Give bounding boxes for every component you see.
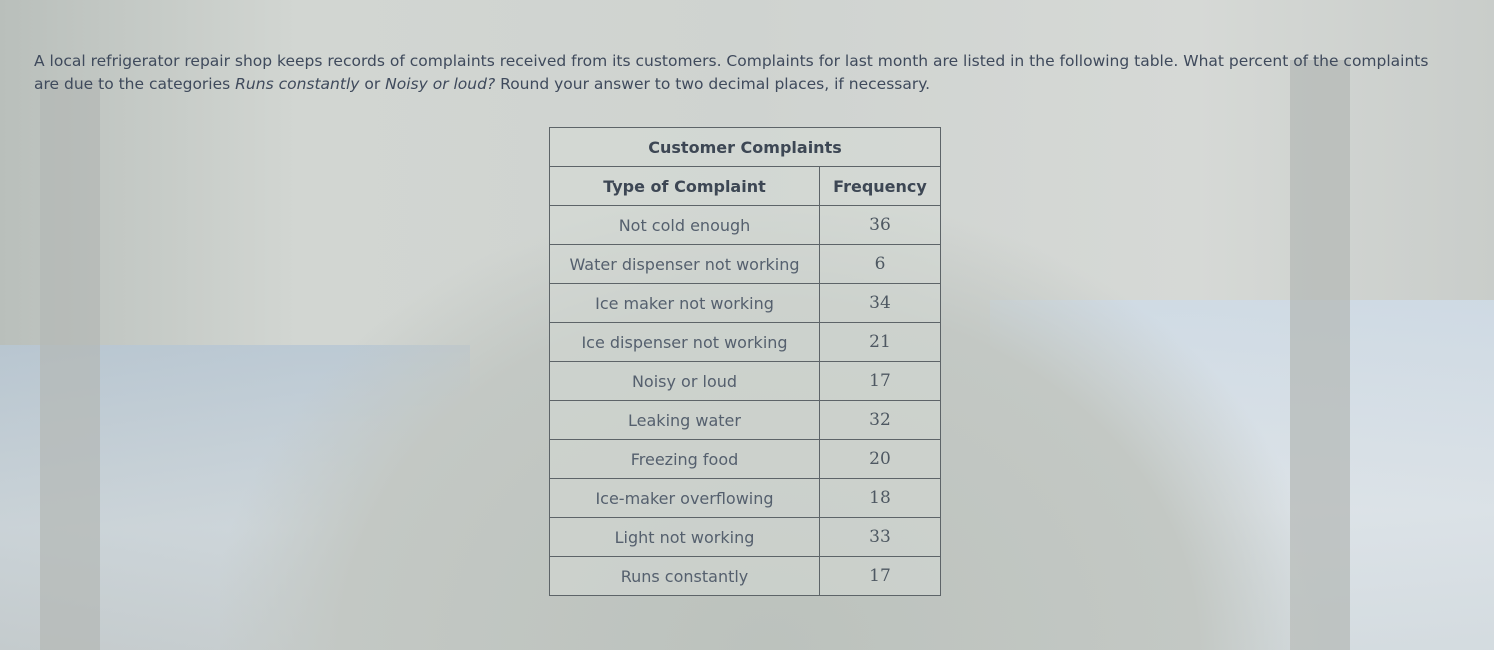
complaint-type: Light not working [549, 517, 820, 557]
table-row: Runs constantly 17 [549, 556, 941, 596]
table-row: Noisy or loud 17 [549, 361, 941, 401]
table-row: Ice-maker overflowing 18 [549, 478, 941, 518]
table-row: Not cold enough 36 [549, 205, 941, 245]
complaint-frequency: 20 [819, 439, 941, 479]
table-title: Customer Complaints [549, 127, 941, 167]
question-category: Noisy or loud? [385, 74, 496, 93]
complaint-type: Ice dispenser not working [549, 322, 820, 362]
complaint-type: Runs constantly [549, 556, 820, 596]
complaint-frequency: 33 [819, 517, 941, 557]
complaint-type: Noisy or loud [549, 361, 820, 401]
complaint-type: Leaking water [549, 400, 820, 440]
complaint-frequency: 36 [819, 205, 941, 245]
complaint-type: Water dispenser not working [549, 244, 820, 284]
complaint-type: Ice maker not working [549, 283, 820, 323]
question-part: Round your answer to two decimal places,… [495, 74, 931, 93]
complaints-table: Customer Complaints Type of Complaint Fr… [549, 127, 941, 596]
complaint-type: Ice-maker overflowing [549, 478, 820, 518]
question-part: A local refrigerator repair shop keeps r… [34, 51, 1429, 93]
complaint-frequency: 6 [819, 244, 941, 284]
table-row: Water dispenser not working 6 [549, 244, 941, 284]
question-category: Runs constantly [235, 74, 360, 93]
complaint-frequency: 34 [819, 283, 941, 323]
complaint-type: Freezing food [549, 439, 820, 479]
complaint-frequency: 17 [819, 361, 941, 401]
background-pole [40, 80, 100, 650]
complaint-frequency: 21 [819, 322, 941, 362]
complaint-frequency: 18 [819, 478, 941, 518]
complaint-frequency: 17 [819, 556, 941, 596]
question-part: or [359, 74, 386, 93]
table-row: Ice dispenser not working 21 [549, 322, 941, 362]
question-text: A local refrigerator repair shop keeps r… [34, 50, 1454, 96]
complaint-type: Not cold enough [549, 205, 820, 245]
table-row: Leaking water 32 [549, 400, 941, 440]
table-row: Freezing food 20 [549, 439, 941, 479]
column-header-type: Type of Complaint [549, 166, 820, 206]
column-header-frequency: Frequency [819, 166, 941, 206]
complaint-frequency: 32 [819, 400, 941, 440]
table-row: Ice maker not working 34 [549, 283, 941, 323]
table-row: Light not working 33 [549, 517, 941, 557]
